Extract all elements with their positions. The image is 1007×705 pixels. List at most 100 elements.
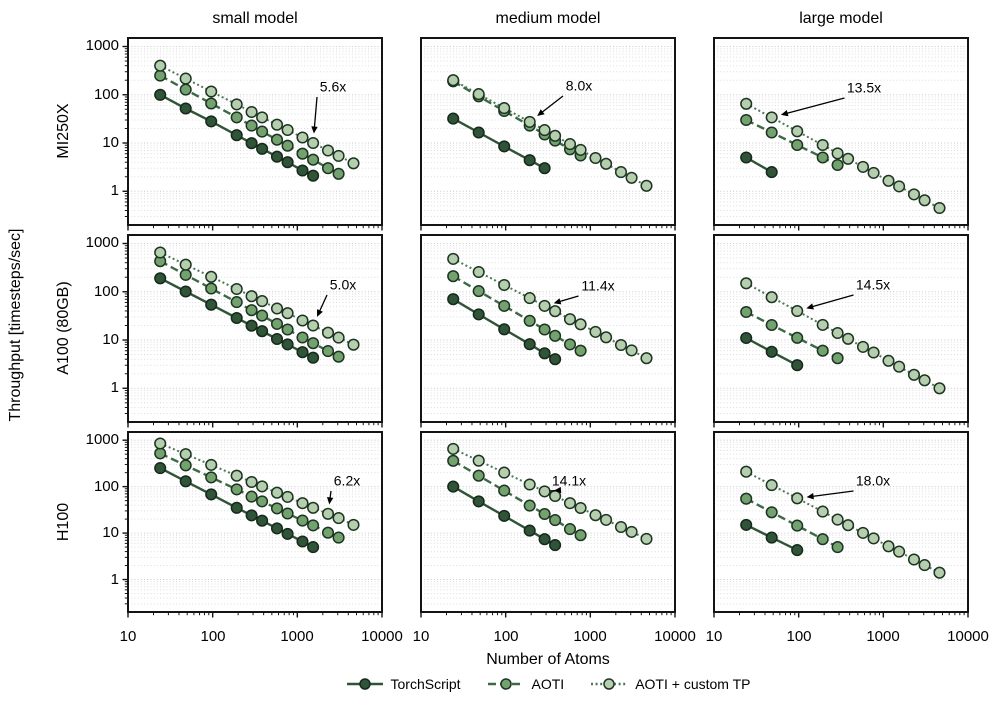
y-tick-label: 100 bbox=[93, 283, 119, 300]
y-tick-label: 100 bbox=[93, 86, 119, 103]
series-line-aoti bbox=[452, 80, 582, 157]
series-markers-torchscript bbox=[740, 151, 778, 179]
gridlines bbox=[128, 439, 382, 605]
panel-0-2: 13.5x bbox=[713, 37, 969, 231]
series-markers-torchscript bbox=[447, 480, 562, 552]
series-markers-aoti bbox=[740, 492, 844, 554]
y-tick-label: 1000 bbox=[85, 234, 119, 251]
legend-item-aoti: AOTI bbox=[487, 676, 565, 692]
panel-border bbox=[127, 431, 383, 613]
speedup-label: 14.1x bbox=[552, 473, 586, 489]
speedup-label: 18.0x bbox=[856, 473, 890, 489]
x-tick-label: 100 bbox=[200, 628, 226, 645]
panel-border bbox=[127, 234, 383, 423]
annotation-arrowhead-icon bbox=[326, 497, 334, 505]
series-markers-tp bbox=[447, 252, 653, 365]
y-tick-label: 10 bbox=[102, 134, 119, 151]
series-markers-tp bbox=[154, 59, 360, 170]
speedup-label: 5.0x bbox=[330, 277, 356, 293]
x-tick-label: 100 bbox=[786, 628, 812, 645]
series-markers-torchscript bbox=[740, 518, 804, 557]
panel-border bbox=[420, 431, 676, 613]
series-markers-aoti bbox=[154, 255, 345, 363]
annotation-arrow bbox=[313, 96, 318, 129]
series-markers-torchscript bbox=[154, 462, 320, 554]
panel-1-2: 14.5x bbox=[713, 234, 969, 428]
annotation-arrow bbox=[785, 97, 845, 115]
speedup-label: 6.2x bbox=[334, 473, 360, 489]
x-tick-label: 100 bbox=[493, 628, 519, 645]
x-tick-label: 10000 bbox=[654, 628, 696, 645]
gridlines bbox=[128, 45, 382, 218]
y-tick-label: 1000 bbox=[85, 37, 119, 54]
y-tick-label: 10 bbox=[102, 524, 119, 541]
col-title-medium: medium model bbox=[495, 10, 601, 27]
speedup-label: 14.5x bbox=[856, 277, 890, 293]
x-tick-label: 1000 bbox=[280, 628, 314, 645]
panel-border bbox=[420, 37, 676, 226]
speedup-annotation: 14.5x bbox=[806, 277, 890, 310]
x-tick-label: 10 bbox=[119, 628, 137, 645]
y-tick-label: 10 bbox=[102, 331, 119, 348]
legend: TorchScript AOTI AOTI + custom TP bbox=[89, 676, 1007, 692]
annotation-arrowhead-icon bbox=[537, 109, 545, 117]
y-tick-label: 1000 bbox=[85, 431, 119, 448]
row-label-a100: A100 (80GB) bbox=[55, 281, 72, 375]
legend-label: AOTI + custom TP bbox=[635, 676, 751, 692]
annotation-arrow bbox=[540, 95, 564, 114]
gridlines bbox=[714, 439, 968, 605]
gridlines bbox=[128, 242, 382, 415]
speedup-annotation: 14.1x bbox=[549, 473, 586, 494]
y-axis-label: Throughput [timesteps/sec] bbox=[7, 228, 24, 422]
speedup-annotation: 5.0x bbox=[317, 277, 356, 317]
panel-border bbox=[713, 37, 969, 226]
panel-2-0: 6.2x bbox=[122, 431, 383, 618]
speedup-annotation: 11.4x bbox=[553, 278, 615, 305]
annotation-arrowhead-icon bbox=[317, 309, 323, 317]
annotation-arrow bbox=[810, 294, 854, 308]
panel-border bbox=[420, 234, 676, 423]
series-markers-tp bbox=[740, 277, 946, 395]
annotation-arrow bbox=[558, 295, 579, 303]
speedup-label: 8.0x bbox=[566, 78, 592, 94]
series-markers-torchscript bbox=[447, 112, 551, 175]
speedup-label: 11.4x bbox=[581, 278, 614, 294]
y-tick-label: 100 bbox=[93, 478, 119, 495]
series-markers-aoti bbox=[154, 447, 345, 544]
panel-0-1: 8.0x bbox=[420, 37, 676, 231]
series-markers-tp bbox=[447, 74, 653, 192]
panel-border bbox=[713, 234, 969, 423]
panel-border bbox=[713, 431, 969, 613]
series-markers-aoti bbox=[154, 69, 345, 180]
speedup-annotation: 6.2x bbox=[326, 473, 360, 505]
series-markers-tp bbox=[154, 437, 360, 531]
gridlines bbox=[421, 242, 675, 415]
gridlines bbox=[421, 45, 675, 218]
legend-label: AOTI bbox=[531, 676, 565, 692]
x-tick-label: 1000 bbox=[573, 628, 607, 645]
series-markers-aoti bbox=[740, 113, 844, 172]
legend-item-tp: AOTI + custom TP bbox=[590, 676, 750, 692]
annotation-arrowhead-icon bbox=[553, 298, 562, 305]
series-markers-torchscript bbox=[740, 331, 804, 372]
legend-line-marker-icon bbox=[346, 678, 383, 690]
panel-1-1: 11.4x bbox=[420, 234, 676, 428]
col-title-large: large model bbox=[799, 10, 883, 27]
series-markers-torchscript bbox=[447, 293, 562, 366]
y-tick-label: 1 bbox=[110, 379, 119, 396]
series-markers-aoti bbox=[447, 270, 587, 357]
row-label-mi250x: MI250X bbox=[55, 103, 72, 159]
series-markers-tp bbox=[740, 465, 946, 579]
annotation-arrowhead-icon bbox=[806, 303, 814, 310]
series-markers-torchscript bbox=[154, 88, 320, 182]
annotation-arrowhead-icon bbox=[780, 110, 789, 117]
speedup-annotation: 13.5x bbox=[780, 80, 881, 117]
speedup-label: 13.5x bbox=[847, 80, 881, 96]
annotation-arrowhead-icon bbox=[554, 486, 562, 494]
panel-1-0: 5.0x bbox=[122, 234, 383, 428]
panel-0-0: 5.6x bbox=[122, 37, 383, 231]
series-markers-tp bbox=[154, 246, 360, 351]
annotation-arrow bbox=[811, 490, 854, 498]
